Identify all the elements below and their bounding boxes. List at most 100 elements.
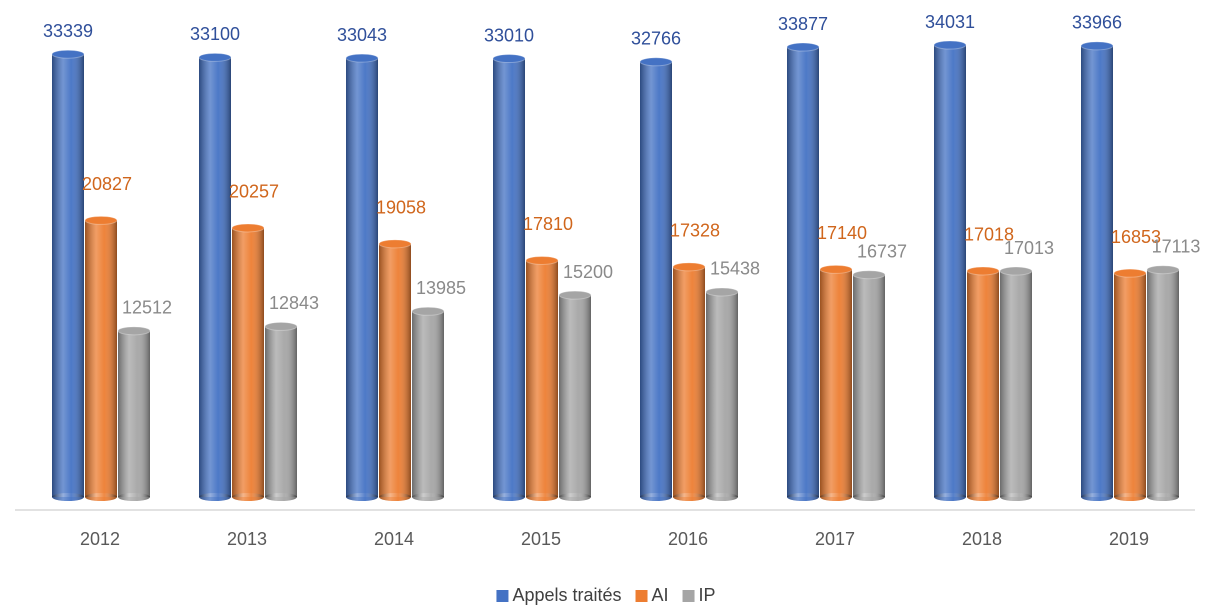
bar-shade [640, 61, 672, 498]
bar-cap [411, 306, 445, 316]
bar-cap [819, 264, 853, 274]
data-label: 17018 [964, 225, 1014, 245]
data-label: 17140 [817, 223, 867, 243]
bar-cap [558, 290, 592, 300]
bar-shade [706, 291, 738, 497]
bar-cap [705, 287, 739, 297]
bar-base-shade [853, 493, 885, 501]
bar-base-shade [706, 493, 738, 501]
bar-cap [1113, 268, 1147, 278]
bar-shade [934, 45, 966, 497]
bar-base-shade [493, 493, 525, 501]
bar-base-shade [673, 493, 705, 501]
legend-swatch [496, 590, 509, 602]
bar-cap [84, 215, 118, 225]
bar-base-shade [820, 493, 852, 501]
data-label: 33043 [337, 25, 387, 45]
data-label: 13985 [416, 278, 466, 298]
bar-base-shade [1081, 493, 1113, 501]
data-label: 34031 [925, 12, 975, 32]
bar-cap [231, 223, 265, 233]
data-label: 19058 [376, 198, 426, 218]
bar-shade [1114, 273, 1146, 497]
x-tick-label: 2014 [374, 529, 414, 549]
x-tick-label: 2013 [227, 529, 267, 549]
bar-shade [199, 57, 231, 498]
legend-swatch [682, 590, 695, 602]
bar-cap [639, 57, 673, 67]
bar-shade [1081, 45, 1113, 497]
data-label: 17113 [1152, 236, 1201, 256]
data-label: 33877 [778, 14, 828, 34]
bar-shade [85, 220, 117, 498]
bar-base-shade [199, 493, 231, 501]
bar-cap [264, 321, 298, 331]
x-tick-label: 2018 [962, 529, 1002, 549]
data-label: 12512 [122, 298, 172, 318]
bar-base-shade [118, 493, 150, 501]
bar-cap [525, 255, 559, 265]
x-tick-label: 2012 [80, 529, 120, 549]
data-label: 33966 [1072, 13, 1122, 33]
legend-label: AI [652, 585, 669, 605]
bar-shade [559, 295, 591, 497]
data-label: 17328 [670, 221, 720, 241]
bar-cap [345, 53, 379, 63]
bar-base-shade [1000, 493, 1032, 501]
bar-cap [672, 262, 706, 272]
legend-label: IP [699, 585, 716, 605]
bar-cap [933, 40, 967, 50]
bar-cap [198, 52, 232, 62]
bar-base-shade [787, 493, 819, 501]
data-label: 33100 [190, 24, 240, 44]
bar-shade [967, 270, 999, 497]
bar-shade [52, 54, 84, 497]
data-label: 17013 [1004, 238, 1054, 258]
bar-shade [820, 269, 852, 497]
data-label: 20257 [229, 182, 279, 202]
bar-base-shade [346, 493, 378, 501]
data-label: 33339 [43, 21, 93, 41]
bar-cap [51, 49, 85, 59]
legend-swatch [635, 590, 648, 602]
data-label: 12843 [269, 293, 319, 313]
bar-shade [1147, 269, 1179, 497]
bar-cap [1080, 41, 1114, 51]
data-label: 15438 [710, 259, 760, 279]
bar-cap [999, 266, 1033, 276]
bar-cap [1146, 265, 1180, 275]
bar-cap [492, 54, 526, 64]
bar-cap [852, 270, 886, 280]
bar-base-shade [1114, 493, 1146, 501]
x-tick-label: 2019 [1109, 529, 1149, 549]
bar-cap [117, 326, 151, 336]
data-label: 17810 [523, 214, 573, 234]
bar-shade [118, 330, 150, 497]
bar-shade [412, 311, 444, 497]
bar-shade [346, 58, 378, 498]
data-label: 20827 [82, 174, 132, 194]
bar-shade [232, 227, 264, 498]
bar-base-shade [967, 493, 999, 501]
bar-base-shade [526, 493, 558, 501]
bar-base-shade [265, 493, 297, 501]
bar-base-shade [232, 493, 264, 501]
bar-base-shade [559, 493, 591, 501]
x-tick-label: 2017 [815, 529, 855, 549]
bar-shade [787, 47, 819, 497]
bar-base-shade [412, 493, 444, 501]
data-label: 33010 [484, 25, 534, 45]
bar-shade [265, 326, 297, 497]
data-label: 32766 [631, 29, 681, 49]
bar-shade [853, 274, 885, 497]
bar-shade [673, 266, 705, 497]
bar-base-shade [379, 493, 411, 501]
data-label: 16853 [1111, 227, 1161, 247]
bar-cap [378, 239, 412, 249]
bar-shade [526, 260, 558, 497]
bar-shade [493, 58, 525, 498]
data-label: 15200 [563, 262, 613, 282]
data-label: 16737 [857, 241, 907, 261]
